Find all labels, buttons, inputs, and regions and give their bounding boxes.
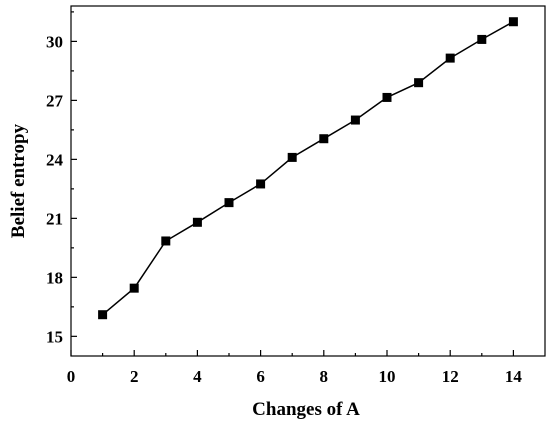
data-point: [508, 17, 518, 27]
y-tick-label: 15: [46, 327, 63, 346]
data-point: [287, 152, 297, 162]
y-axis-title: Belief entropy: [8, 123, 29, 238]
y-tick-label: 21: [46, 209, 63, 228]
data-point: [445, 53, 455, 63]
plot-frame: [70, 5, 546, 357]
data-point: [161, 236, 171, 246]
data-point: [224, 198, 234, 208]
data-point: [382, 92, 392, 102]
x-tick-label: 6: [256, 367, 265, 386]
x-axis-title: Changes of A: [252, 399, 360, 420]
y-tick-label: 18: [46, 268, 63, 287]
data-point: [256, 179, 266, 189]
x-tick-label: 0: [67, 367, 76, 386]
x-tick-label: 4: [193, 367, 202, 386]
data-point: [319, 134, 329, 144]
x-tick-label: 14: [505, 367, 523, 386]
y-tick-label: 27: [46, 91, 64, 110]
x-tick-label: 2: [130, 367, 139, 386]
data-point: [414, 78, 424, 88]
data-point: [477, 34, 487, 44]
x-tick-label: 8: [320, 367, 329, 386]
x-tick-label: 10: [379, 367, 396, 386]
markers: [98, 17, 518, 320]
data-point: [192, 217, 202, 227]
data-point: [129, 283, 139, 293]
x-tick-label: 12: [442, 367, 459, 386]
ticks: [70, 11, 515, 356]
y-tick-label: 30: [46, 32, 63, 51]
data-point: [98, 310, 108, 320]
y-tick-label: 24: [46, 150, 64, 169]
data-point: [350, 115, 360, 125]
series-line: [102, 21, 514, 316]
